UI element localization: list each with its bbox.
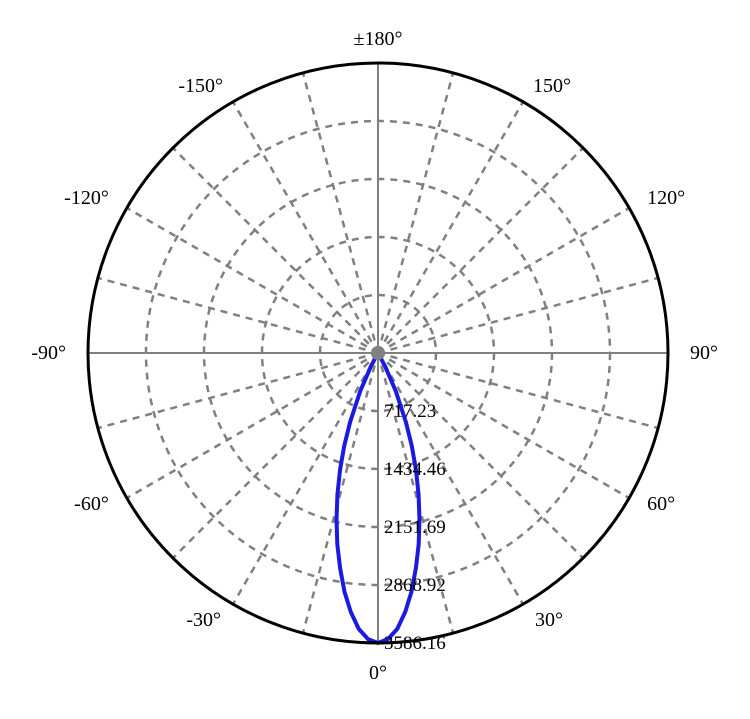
angle-label: -30° xyxy=(186,609,221,631)
radial-label: 3586.16 xyxy=(384,633,446,654)
radial-label: 2868.92 xyxy=(384,575,446,596)
angle-label: -90° xyxy=(31,342,66,364)
angle-label: -60° xyxy=(74,493,109,515)
radial-label: 717.23 xyxy=(384,401,436,422)
angle-label: 0° xyxy=(369,662,387,684)
angle-label: ±180° xyxy=(354,28,403,50)
angle-label: 150° xyxy=(533,75,571,97)
angle-label: 90° xyxy=(690,342,718,364)
polar-chart: 0° 30° 60° 90° 120° 150° ±180° -150° -120° -90° -6… xyxy=(0,0,750,719)
radial-label: 2151.69 xyxy=(384,517,446,538)
angle-label: 60° xyxy=(647,493,675,515)
angle-label: -120° xyxy=(64,187,109,209)
angle-label: 30° xyxy=(535,609,563,631)
radial-label: 1434.46 xyxy=(384,459,446,480)
center-dot xyxy=(371,346,385,360)
angle-label: 120° xyxy=(647,187,685,209)
angle-label: -150° xyxy=(178,75,223,97)
